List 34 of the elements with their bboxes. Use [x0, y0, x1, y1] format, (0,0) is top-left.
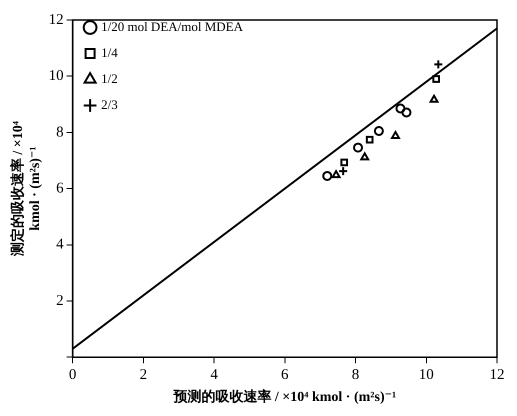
point — [322, 170, 332, 181]
y-tick-label: 8 — [56, 124, 64, 140]
y-tick-label: 2 — [56, 292, 64, 309]
legend-label: 1/2 — [101, 70, 118, 86]
x-tick-label: 8 — [352, 367, 360, 384]
x-tick-label: 2 — [140, 367, 148, 384]
x-tick-label: 12 — [490, 367, 504, 384]
y-tick-label: 4 — [56, 236, 64, 253]
point — [391, 131, 400, 140]
x-tick-label: 4 — [210, 367, 218, 384]
legend-label: 1/20 mol DEA/mol MDEA — [101, 18, 244, 34]
y-tick-label: 10 — [48, 68, 64, 84]
point — [340, 158, 348, 166]
text: kmol · (m²s)⁻¹ — [28, 146, 43, 231]
point — [338, 166, 348, 176]
x-tick-label: 0 — [68, 367, 76, 384]
legend-label: 1/4 — [101, 44, 118, 60]
text: 测定的吸收速率 / ×10⁴ — [11, 121, 26, 256]
point — [360, 152, 370, 160]
point — [432, 75, 440, 83]
y-tick-label: 6 — [56, 180, 64, 197]
point — [430, 94, 439, 103]
legend-label: 2/3 — [101, 96, 118, 112]
point — [332, 170, 341, 178]
x-axis-title: 预测的吸收速率 / ×10⁴ kmol · (m²s)⁻¹ — [172, 388, 396, 406]
point — [433, 59, 444, 70]
y-tick-label: 12 — [48, 12, 64, 28]
point — [366, 136, 374, 144]
point — [353, 142, 364, 153]
point — [374, 126, 384, 136]
x-tick-label: 6 — [281, 367, 290, 384]
point — [401, 107, 412, 118]
x-tick-label: 10 — [418, 367, 434, 384]
point — [395, 104, 406, 114]
